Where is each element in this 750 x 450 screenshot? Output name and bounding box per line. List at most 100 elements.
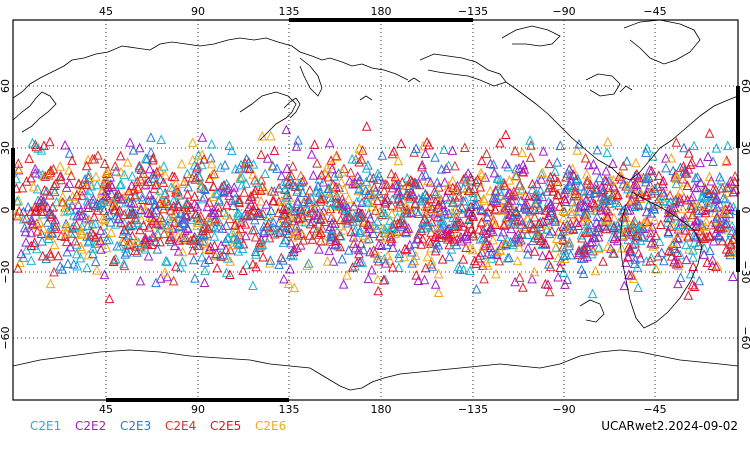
occultation-marker bbox=[395, 217, 405, 228]
occultation-marker bbox=[96, 197, 106, 207]
pacific-islands bbox=[359, 77, 633, 101]
occultation-marker bbox=[197, 132, 208, 142]
occultation-marker bbox=[29, 237, 40, 247]
occultation-marker bbox=[678, 203, 688, 214]
occultation-marker bbox=[703, 151, 713, 161]
occultation-marker bbox=[192, 161, 202, 172]
occultation-marker bbox=[135, 275, 146, 286]
occultation-marker bbox=[353, 206, 364, 217]
occultation-marker bbox=[277, 210, 288, 220]
occultation-marker bbox=[352, 150, 363, 160]
occultation-marker bbox=[230, 219, 241, 229]
occultation-marker bbox=[681, 224, 692, 235]
occultation-marker bbox=[50, 186, 60, 197]
occultation-marker bbox=[178, 217, 189, 228]
occultation-marker bbox=[120, 248, 131, 259]
occultation-marker bbox=[203, 223, 214, 233]
occultation-marker bbox=[173, 230, 183, 240]
occultation-marker bbox=[175, 261, 186, 272]
occultation-marker bbox=[712, 193, 722, 204]
occultation-marker bbox=[476, 217, 487, 227]
occultation-marker bbox=[711, 216, 721, 227]
occultation-marker bbox=[275, 202, 286, 212]
occultation-marker bbox=[311, 200, 322, 211]
occultation-marker bbox=[682, 180, 693, 190]
occultation-marker bbox=[318, 176, 329, 187]
occultation-marker bbox=[501, 239, 511, 250]
occultation-marker bbox=[453, 261, 464, 272]
occultation-marker bbox=[664, 203, 674, 214]
occultation-marker bbox=[528, 235, 538, 246]
occultation-marker bbox=[337, 253, 347, 264]
occultation-marker bbox=[237, 243, 248, 253]
occultation-marker bbox=[582, 251, 593, 262]
occultation-marker bbox=[448, 219, 458, 229]
occultation-marker bbox=[63, 258, 73, 268]
occultation-marker bbox=[355, 174, 365, 185]
occultation-marker bbox=[19, 222, 30, 233]
occultation-marker bbox=[623, 252, 633, 262]
occultation-marker bbox=[21, 212, 32, 223]
occultation-marker bbox=[673, 219, 684, 230]
occultation-marker bbox=[387, 233, 397, 243]
occultation-marker bbox=[526, 140, 536, 150]
occultation-marker bbox=[232, 210, 243, 220]
occultation-marker bbox=[618, 229, 629, 240]
occultation-marker bbox=[527, 184, 538, 194]
occultation-marker bbox=[525, 152, 536, 162]
occultation-marker bbox=[87, 153, 98, 164]
occultation-marker bbox=[161, 195, 171, 206]
occultation-marker bbox=[688, 245, 698, 255]
occultation-marker bbox=[647, 184, 657, 194]
occultation-marker bbox=[182, 188, 193, 199]
occultation-marker bbox=[590, 265, 601, 276]
occultation-marker bbox=[188, 254, 199, 265]
occultation-marker bbox=[106, 227, 117, 237]
occultation-marker bbox=[407, 176, 417, 187]
occultation-marker bbox=[294, 213, 304, 224]
occultation-marker bbox=[123, 229, 134, 240]
occultation-marker bbox=[534, 218, 544, 228]
occultation-marker bbox=[706, 175, 717, 186]
occultation-marker bbox=[521, 204, 532, 214]
occultation-marker bbox=[174, 190, 184, 200]
occultation-marker bbox=[146, 132, 156, 142]
occultation-marker bbox=[192, 217, 203, 227]
gridlines bbox=[13, 20, 738, 400]
occultation-marker bbox=[542, 186, 553, 196]
occultation-marker bbox=[623, 226, 633, 237]
occultation-marker bbox=[488, 234, 498, 245]
occultation-marker bbox=[366, 221, 376, 232]
occultation-marker bbox=[433, 287, 444, 298]
occultation-marker bbox=[272, 163, 282, 173]
occultation-marker bbox=[645, 227, 656, 238]
occultation-marker bbox=[674, 257, 684, 268]
occultation-marker bbox=[331, 190, 342, 200]
occultation-marker bbox=[179, 214, 189, 224]
occultation-marker bbox=[316, 169, 327, 180]
occultation-marker bbox=[290, 228, 301, 239]
occultation-marker bbox=[354, 227, 365, 237]
occultation-marker bbox=[468, 191, 479, 202]
occultation-marker bbox=[33, 195, 43, 205]
occultation-marker bbox=[704, 128, 715, 138]
occultation-marker bbox=[285, 210, 296, 221]
occultation-marker bbox=[443, 180, 454, 191]
occultation-marker bbox=[50, 214, 61, 225]
occultation-marker bbox=[313, 209, 323, 220]
occultation-marker bbox=[543, 279, 553, 289]
occultation-marker bbox=[481, 235, 491, 246]
occultation-marker bbox=[422, 190, 432, 201]
occultation-marker bbox=[234, 229, 245, 240]
occultation-marker bbox=[372, 223, 382, 233]
hudson-bay-coast bbox=[585, 73, 621, 97]
occultation-marker bbox=[581, 193, 592, 204]
occultation-marker bbox=[95, 235, 106, 245]
occultation-marker bbox=[695, 157, 706, 168]
occultation-marker bbox=[488, 214, 498, 225]
occultation-marker bbox=[725, 175, 736, 186]
occultation-marker bbox=[197, 159, 207, 170]
occultation-marker bbox=[70, 235, 81, 246]
occultation-marker bbox=[402, 207, 413, 218]
occultation-marker bbox=[438, 229, 449, 240]
